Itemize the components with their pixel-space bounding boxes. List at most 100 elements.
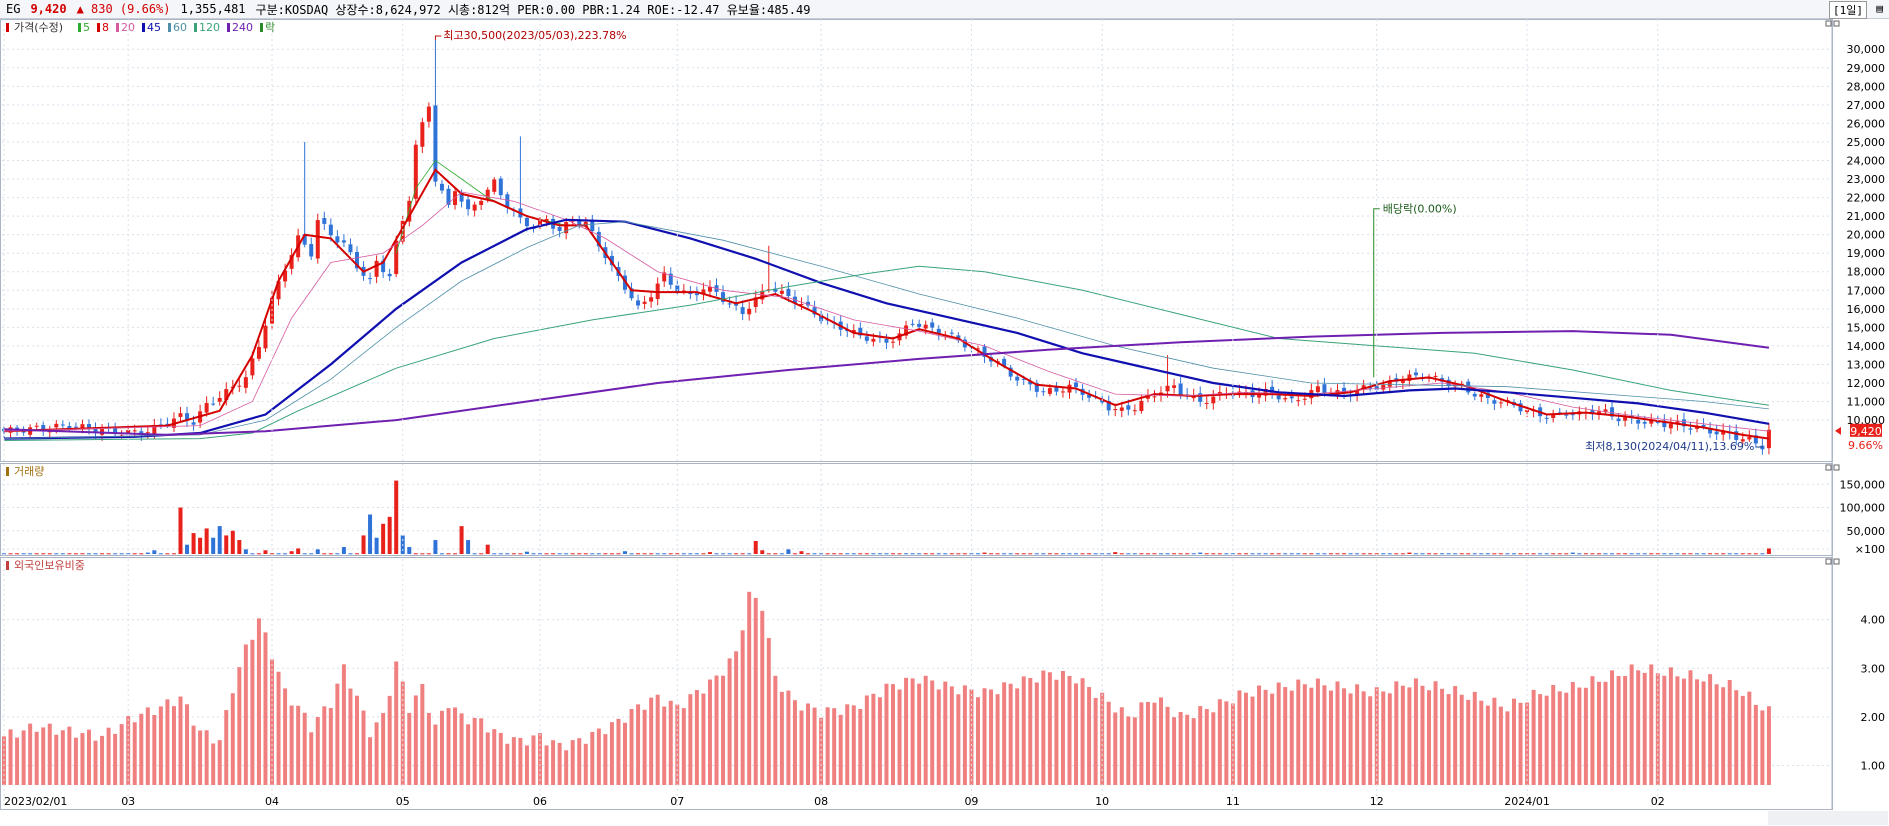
candle-body xyxy=(747,308,752,315)
candle-body xyxy=(1413,372,1418,376)
candle-body xyxy=(812,307,817,315)
candle-body xyxy=(904,325,909,336)
foreign-ratio-bar xyxy=(629,709,634,785)
foreign-ratio-bar xyxy=(740,630,745,785)
foreign-ratio-bar xyxy=(694,690,699,785)
foreign-ratio-bar xyxy=(8,729,13,785)
volume-bar xyxy=(688,553,693,555)
foreign-ratio-bar xyxy=(544,745,549,785)
volume-bar xyxy=(1348,553,1353,555)
time-tick-label: 11 xyxy=(1226,795,1240,808)
volume-bar xyxy=(642,553,647,555)
volume-bar xyxy=(760,550,765,554)
chart-scrollbar[interactable] xyxy=(1768,811,1888,825)
candle-body xyxy=(1662,420,1667,428)
volume-bar xyxy=(1740,553,1745,555)
foreign-ratio-bar xyxy=(551,740,556,785)
foreign-ratio-bar xyxy=(67,726,72,785)
foreign-ratio-bar xyxy=(485,732,490,785)
volume-bar xyxy=(636,553,641,555)
candle-body xyxy=(485,189,490,200)
candle-body xyxy=(1492,400,1497,404)
foreign-ratio-bar xyxy=(28,723,33,785)
candle-body xyxy=(1126,405,1131,410)
candle-body xyxy=(73,426,78,428)
foreign-ratio-bar xyxy=(1060,670,1065,785)
legend-extra-label: 락 xyxy=(265,21,275,34)
legend-ma-label: 20 xyxy=(121,21,135,34)
candle-body xyxy=(806,301,811,306)
candle-body xyxy=(1355,390,1360,396)
volume-bar xyxy=(1394,553,1399,555)
volume-bar xyxy=(1106,553,1111,555)
volume-bar xyxy=(1603,553,1608,555)
volume-bar xyxy=(1119,553,1124,555)
volume-bar xyxy=(727,553,732,555)
volume-bar xyxy=(21,553,26,555)
candle-body xyxy=(564,222,569,234)
candle-body xyxy=(786,288,791,297)
volume-bar xyxy=(126,553,131,555)
candle-body xyxy=(374,260,379,277)
volume-bar xyxy=(283,553,288,555)
candle-body xyxy=(662,272,667,282)
candle-body xyxy=(1041,391,1046,393)
volume-bar xyxy=(28,553,33,555)
foreign-ratio-bar xyxy=(1564,692,1569,785)
volume-bar xyxy=(1185,553,1190,555)
volume-tick-label: 100,000 xyxy=(1840,502,1886,515)
foreign-ratio-bar xyxy=(943,681,948,785)
foreign-ratio-bar xyxy=(1466,699,1471,785)
candle-body xyxy=(439,183,444,191)
volume-bar xyxy=(949,553,954,555)
volume-bar xyxy=(113,553,118,555)
candle-body xyxy=(145,432,150,434)
volume-bar xyxy=(1342,553,1347,555)
volume-bar xyxy=(420,553,425,555)
foreign-ratio-bar xyxy=(982,688,987,785)
volume-bar xyxy=(851,553,856,555)
volume-bar xyxy=(270,553,275,555)
foreign-ratio-bar xyxy=(263,632,268,785)
volume-bar xyxy=(132,553,137,555)
foreign-ratio-bar xyxy=(564,750,569,785)
price-tick-label: 17,000 xyxy=(1847,284,1886,297)
foreign-ratio-bar xyxy=(1407,687,1412,785)
volume-bar xyxy=(1165,553,1170,555)
volume-bar xyxy=(1551,553,1556,555)
foreign-ratio-bar xyxy=(1479,700,1484,785)
foreign-ratio-bar xyxy=(80,733,85,785)
volume-bar xyxy=(1479,553,1484,555)
foreign-ratio-bar xyxy=(86,729,91,785)
candle-body xyxy=(54,423,59,428)
foreign-ratio-bar xyxy=(1067,676,1072,785)
price-tick-label: 18,000 xyxy=(1847,266,1886,279)
menu-icon[interactable]: ▤ xyxy=(1876,2,1883,15)
foreign-ratio-bar xyxy=(917,683,922,785)
volume-bar xyxy=(838,553,843,555)
high-annotation: 최고30,500(2023/05/03),223.78% xyxy=(443,29,626,42)
foreign-ratio-bar xyxy=(1113,712,1118,785)
legend-extra-swatch xyxy=(260,23,263,32)
candle-body xyxy=(420,122,425,147)
candle-body xyxy=(819,314,824,322)
foreign-ratio-bar xyxy=(1204,709,1209,785)
candle-body xyxy=(309,244,314,257)
candle-body xyxy=(139,431,144,435)
foreign-ratio-bar xyxy=(649,697,654,785)
foreign-ratio-bar xyxy=(1074,683,1079,785)
foreign-ratio-bar xyxy=(1453,686,1458,785)
foreign-ratio-bar xyxy=(1139,702,1144,785)
volume-bar xyxy=(1217,553,1222,555)
period-button[interactable]: [1일] xyxy=(1829,1,1867,19)
foreign-ratio-bar xyxy=(1714,684,1719,785)
foreign-ratio-bar xyxy=(799,710,804,785)
foreign-ratio-bar xyxy=(1570,682,1575,785)
candle-body xyxy=(1740,439,1745,442)
stock-chart[interactable]: 10,000 11,000 12,000 13,000 14,000 15,000 16,0… xyxy=(0,19,1889,825)
foreign-ratio-bar xyxy=(1649,664,1654,785)
volume-bar xyxy=(714,553,719,555)
foreign-ratio-bar xyxy=(270,659,275,785)
foreign-ratio-bar xyxy=(60,730,65,785)
candle-body xyxy=(354,251,359,269)
